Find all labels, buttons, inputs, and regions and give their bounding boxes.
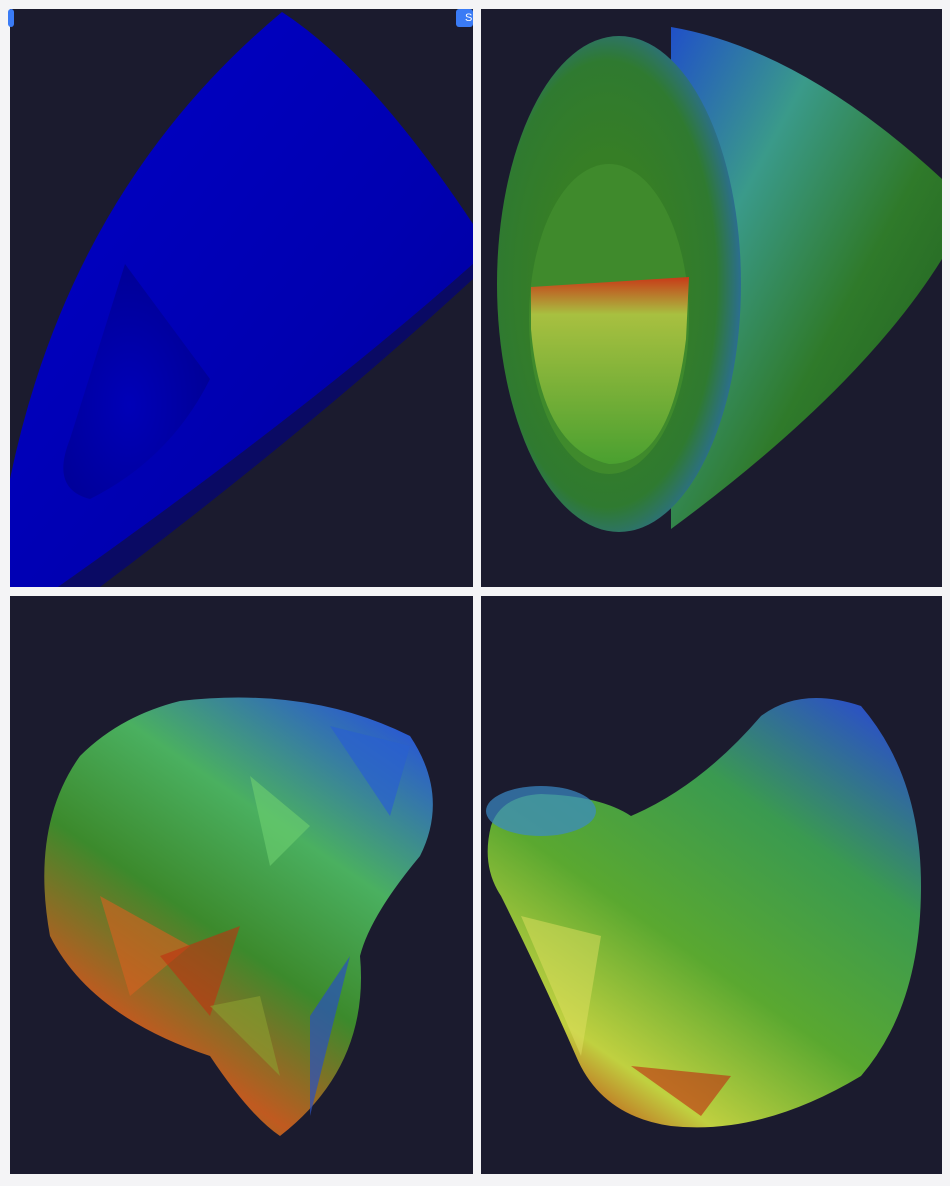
viewport-top-left[interactable] <box>10 9 473 587</box>
mesh-render-top-right <box>497 27 942 532</box>
mesh-render-top-left <box>10 12 473 587</box>
left-edge-button[interactable] <box>8 9 14 27</box>
viewport-bottom-left[interactable] <box>10 596 473 1174</box>
viewport-top-right[interactable] <box>481 9 942 587</box>
mesh-render-bottom-right <box>486 698 921 1128</box>
mesh-render-bottom-left <box>44 697 433 1136</box>
viewport-bottom-right[interactable] <box>481 596 942 1174</box>
settings-button[interactable]: S <box>456 9 473 27</box>
